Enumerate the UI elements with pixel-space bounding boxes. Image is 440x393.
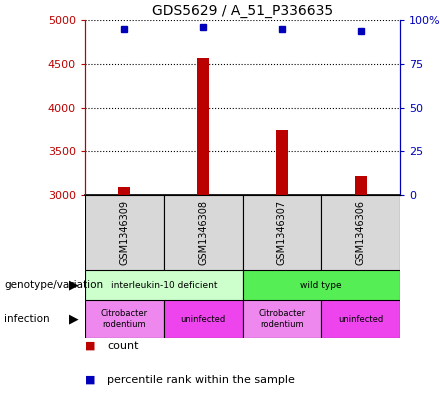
- Bar: [164, 300, 242, 338]
- Bar: [118, 187, 130, 195]
- Text: count: count: [107, 341, 139, 351]
- Bar: [321, 300, 400, 338]
- Text: ▶: ▶: [70, 312, 79, 325]
- Text: GSM1346308: GSM1346308: [198, 200, 208, 265]
- Text: GSM1346307: GSM1346307: [277, 200, 287, 265]
- Text: GSM1346306: GSM1346306: [356, 200, 366, 265]
- Bar: [242, 300, 321, 338]
- Text: Citrobacter
rodentium: Citrobacter rodentium: [101, 309, 148, 329]
- Title: GDS5629 / A_51_P336635: GDS5629 / A_51_P336635: [152, 4, 333, 18]
- Text: Citrobacter
rodentium: Citrobacter rodentium: [258, 309, 305, 329]
- Bar: [85, 270, 242, 300]
- Text: uninfected: uninfected: [338, 314, 383, 323]
- Text: infection: infection: [4, 314, 50, 324]
- Text: genotype/variation: genotype/variation: [4, 280, 103, 290]
- Text: GSM1346309: GSM1346309: [119, 200, 129, 265]
- Bar: [355, 176, 367, 195]
- Text: interleukin-10 deficient: interleukin-10 deficient: [110, 281, 217, 290]
- Bar: [85, 300, 164, 338]
- Text: ■: ■: [85, 341, 99, 351]
- Text: uninfected: uninfected: [180, 314, 226, 323]
- Text: percentile rank within the sample: percentile rank within the sample: [107, 375, 295, 385]
- Bar: [276, 130, 288, 195]
- Bar: [321, 195, 400, 270]
- Text: wild type: wild type: [301, 281, 342, 290]
- Bar: [197, 58, 209, 195]
- Bar: [242, 270, 400, 300]
- Bar: [85, 195, 164, 270]
- Text: ■: ■: [85, 375, 99, 385]
- Bar: [242, 195, 321, 270]
- Bar: [164, 195, 242, 270]
- Text: ▶: ▶: [70, 279, 79, 292]
